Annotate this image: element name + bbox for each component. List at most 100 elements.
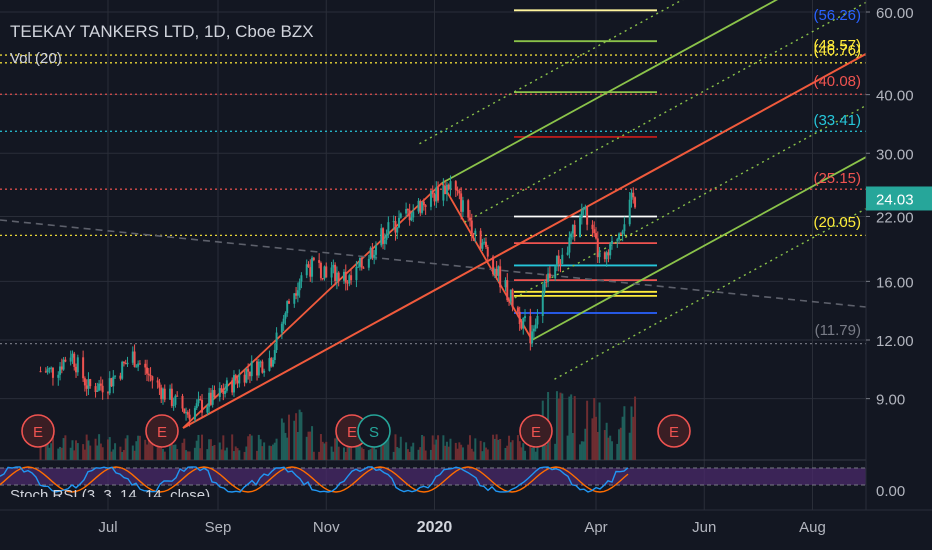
volume-bar	[555, 391, 558, 460]
volume-bar	[101, 447, 104, 460]
candle-body	[479, 230, 482, 249]
candle-body	[522, 318, 525, 329]
volume-bar	[158, 439, 161, 460]
candle-body	[516, 307, 519, 312]
candle-body	[147, 373, 150, 376]
candle-body	[348, 275, 351, 284]
candle-body	[467, 200, 470, 218]
level-price-label: (40.08)	[813, 73, 861, 90]
volume-bar	[396, 446, 399, 460]
volume-bar	[506, 445, 509, 460]
candle-body	[437, 187, 440, 201]
earnings-event-marker[interactable]: E	[145, 414, 179, 448]
volume-bar	[504, 447, 507, 460]
volume-bar	[83, 449, 86, 460]
volume-bar	[225, 447, 228, 460]
candle-body	[621, 231, 624, 235]
volume-bar	[156, 437, 159, 460]
candle-body	[456, 189, 459, 191]
candle-body	[573, 224, 576, 237]
candle-body	[211, 390, 214, 405]
candle-body	[474, 230, 477, 235]
volume-bar	[472, 451, 475, 460]
volume-bar	[566, 435, 569, 460]
level-price-label: (33.41)	[813, 112, 861, 129]
candle-body	[579, 216, 582, 237]
volume-bar	[367, 450, 370, 460]
split-event-marker[interactable]: S	[357, 414, 391, 448]
volume-bar	[185, 450, 188, 460]
event-marker-label: E	[347, 424, 357, 441]
volume-bar	[456, 448, 459, 460]
candle-body	[60, 366, 63, 370]
volume-bar	[621, 416, 624, 460]
volume-bar	[586, 400, 589, 460]
candle-body	[238, 374, 241, 384]
candle-body	[593, 229, 596, 234]
candle-body	[114, 375, 117, 377]
candle-body	[335, 272, 338, 282]
volume-bar	[245, 446, 248, 460]
volume-bar	[492, 434, 495, 460]
volume-bar	[261, 446, 264, 460]
time-axis[interactable]: Jul Sep Nov 2020 Apr Jun Aug	[0, 509, 932, 536]
symbol-title[interactable]: TEEKAY TANKERS LTD, 1D, Cboe BZX	[10, 22, 314, 41]
candle-body	[355, 267, 358, 281]
volume-bar	[325, 441, 328, 460]
volume-bar	[337, 446, 340, 460]
dashed-trendline	[0, 219, 867, 308]
candle-body	[554, 265, 557, 279]
volume-bar	[508, 435, 511, 460]
volume-bar	[529, 437, 532, 460]
earnings-event-marker[interactable]: E	[21, 414, 55, 448]
candle-body	[504, 280, 507, 288]
volume-bar	[257, 434, 260, 460]
price-axis[interactable]: 60.00 40.00 30.00 22.00 16.00 12.00 9.00 0.00 24…	[813, 0, 932, 550]
candle-body	[382, 228, 385, 244]
candle-body	[449, 181, 452, 190]
oscillator-label[interactable]: Stoch RSI (3, 3, 14, 14, close)	[10, 487, 211, 497]
volume-bar	[559, 392, 562, 460]
candle-body	[172, 404, 175, 406]
volume-bar	[371, 442, 374, 460]
chart-legend: TEEKAY TANKERS LTD, 1D, Cboe BZX Vol (20…	[10, 22, 314, 67]
current-price-badge	[866, 186, 932, 211]
earnings-event-marker[interactable]: E	[519, 414, 553, 448]
candle-body	[99, 383, 102, 386]
candle-body	[85, 385, 88, 389]
volume-bar	[73, 450, 76, 460]
volume-bar	[195, 440, 198, 460]
volume-bar	[609, 435, 612, 460]
volume-bar	[343, 447, 345, 460]
time-tick-label: Apr	[584, 519, 607, 536]
candle-body	[156, 380, 159, 383]
stoch-rsi-pane	[0, 466, 866, 493]
volume-bar	[469, 435, 471, 460]
volume-bar	[275, 438, 278, 460]
volume-bar	[259, 439, 262, 460]
candle-body	[208, 392, 211, 407]
candle-body	[44, 371, 47, 373]
candle-body	[469, 217, 471, 221]
candle-body	[138, 363, 141, 365]
candle-body	[101, 385, 104, 393]
volume-bar	[312, 451, 315, 460]
pitchfork-median-line	[182, 53, 867, 429]
volume-bar	[293, 420, 296, 460]
candle-body	[543, 281, 546, 292]
volume-indicator-label[interactable]: Vol (20)	[10, 50, 62, 67]
volume-bar	[334, 438, 337, 460]
volume-bar	[399, 436, 402, 460]
volume-bar	[188, 451, 191, 460]
earnings-event-marker[interactable]: E	[657, 414, 691, 448]
volume-bar	[383, 436, 386, 460]
candle-body	[98, 383, 101, 391]
candle-body	[209, 392, 212, 405]
volume-bar	[87, 440, 90, 460]
candle-body	[73, 353, 76, 367]
volume-bar	[543, 444, 546, 460]
candle-body	[259, 361, 262, 363]
